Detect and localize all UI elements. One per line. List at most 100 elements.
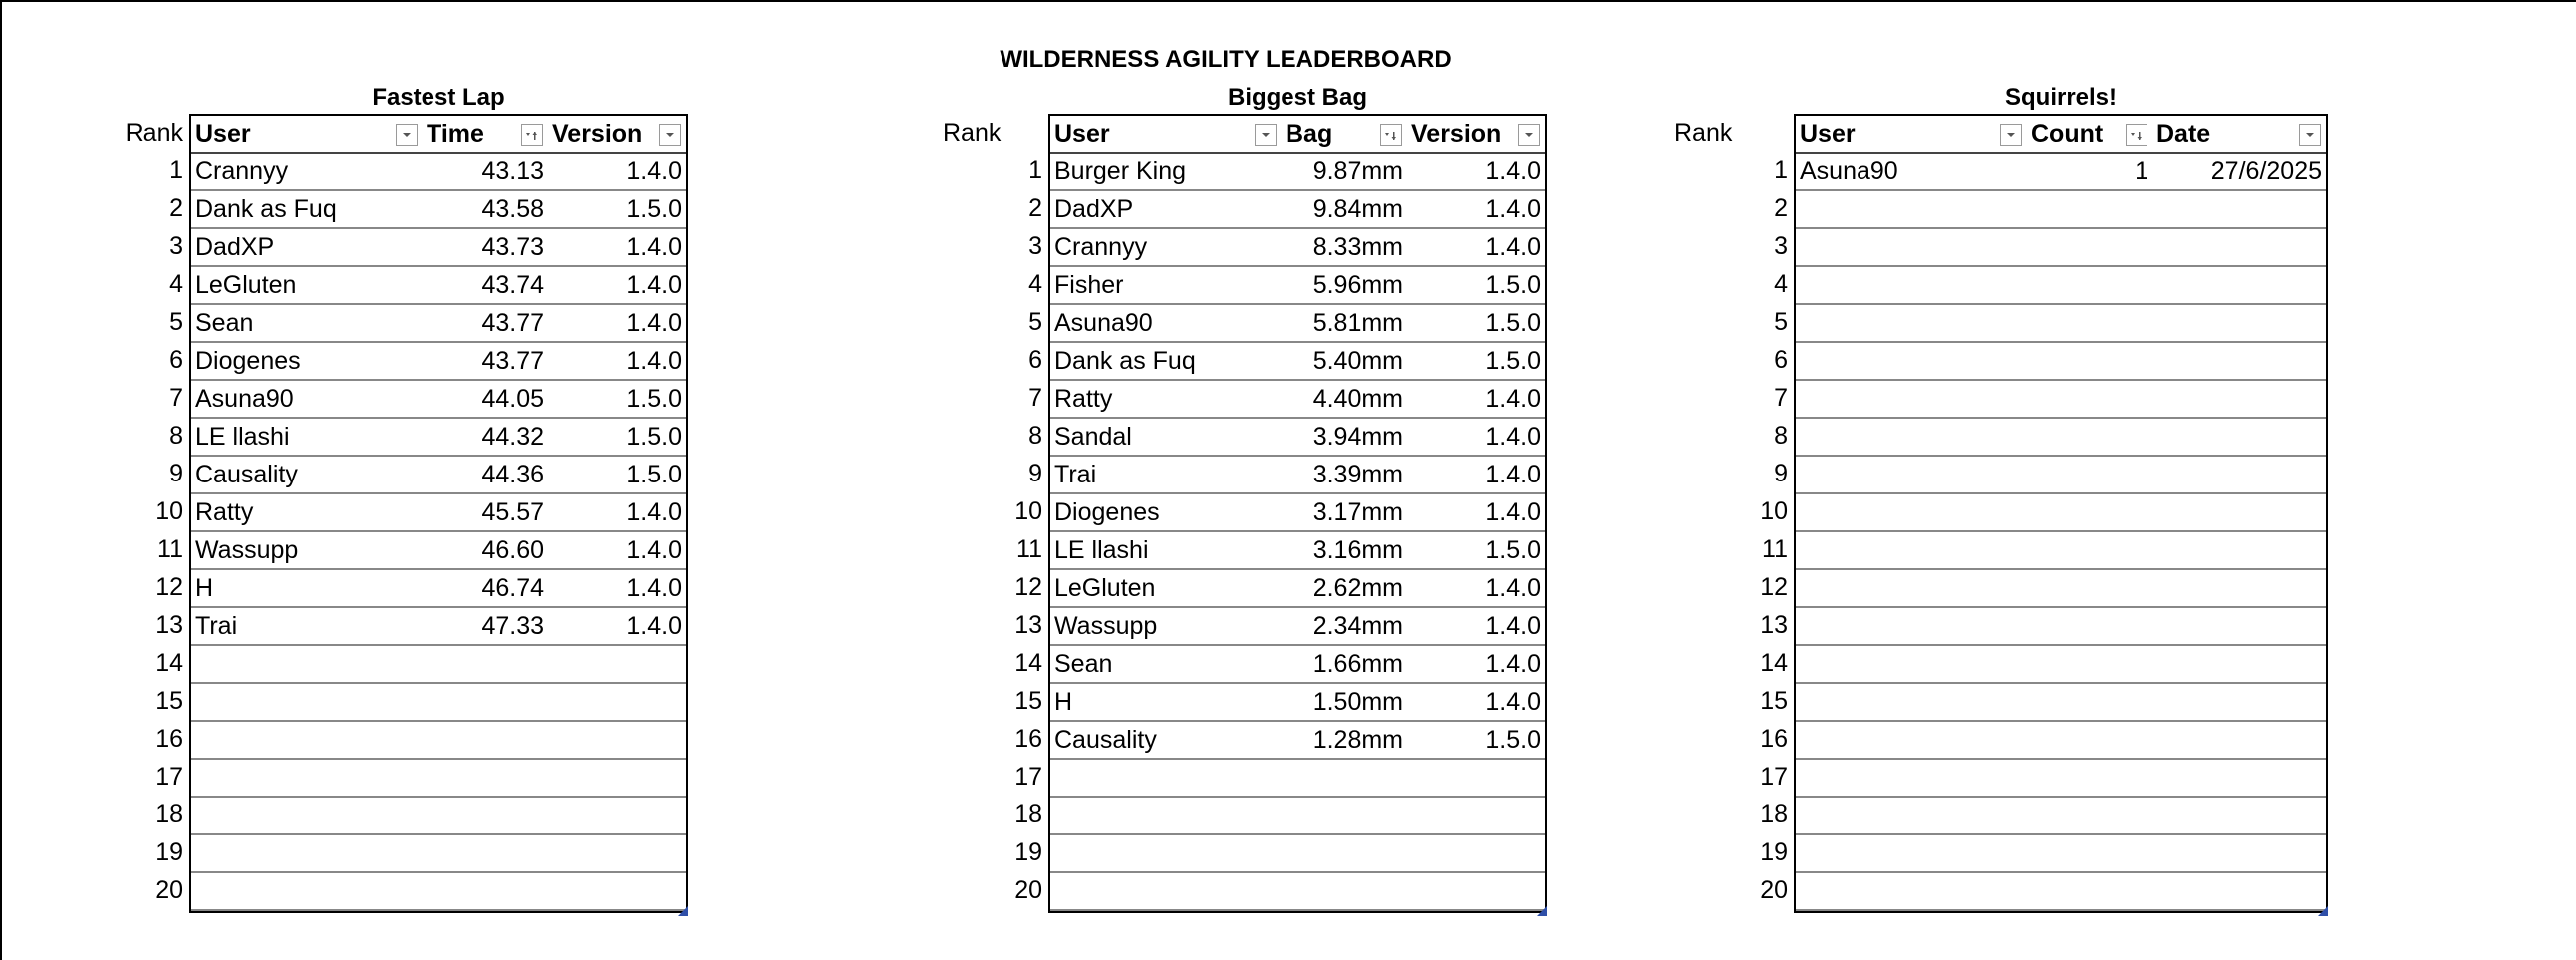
cell-count[interactable] — [2027, 457, 2152, 492]
cell-bag[interactable]: 2.34mm — [1312, 612, 1403, 640]
biggest-bag-table[interactable]: User Bag Version Burger King 9.87mm 1.4.0 DadX… — [1048, 114, 1547, 916]
cell-bag[interactable]: 3.16mm — [1312, 536, 1403, 564]
filter-dropdown-icon[interactable] — [396, 124, 418, 146]
table-row[interactable]: H 46.74 1.4.0 — [191, 570, 686, 608]
table-row[interactable] — [1050, 760, 1545, 798]
cell-version[interactable]: 1.4.0 — [1485, 650, 1541, 678]
table-row[interactable]: LeGluten 2.62mm 1.4.0 — [1050, 570, 1545, 608]
cell-user[interactable]: Sandal — [1054, 423, 1132, 451]
cell-bag[interactable]: 3.17mm — [1312, 498, 1403, 526]
cell-user[interactable]: Sean — [1054, 650, 1113, 678]
table-row[interactable] — [191, 835, 686, 873]
filter-dropdown-icon[interactable] — [1518, 124, 1540, 146]
cell-user[interactable] — [1796, 646, 2027, 682]
column-header-bag[interactable]: Bag — [1282, 116, 1407, 152]
cell-user[interactable]: Diogenes — [195, 347, 301, 375]
cell-count[interactable] — [2027, 760, 2152, 796]
cell-user[interactable] — [1796, 684, 2027, 720]
fastest-lap-table[interactable]: User Time Version Crannyy 43.13 1.4.0 Dank as … — [189, 114, 688, 916]
cell-user[interactable] — [1796, 494, 2027, 530]
cell-date[interactable] — [2152, 532, 2326, 568]
cell-user[interactable]: Crannyy — [195, 158, 289, 185]
cell-user[interactable]: LeGluten — [1054, 574, 1156, 602]
cell-bag[interactable]: 5.96mm — [1312, 271, 1403, 299]
cell-version[interactable]: 1.5.0 — [626, 195, 682, 223]
cell-user[interactable] — [1796, 798, 2027, 833]
cell-bag[interactable]: 5.40mm — [1312, 347, 1403, 375]
filter-dropdown-icon[interactable] — [1255, 124, 1277, 146]
table-row[interactable]: Wassupp 46.60 1.4.0 — [191, 532, 686, 570]
cell-user[interactable]: Ratty — [1054, 385, 1113, 413]
table-row[interactable] — [191, 722, 686, 760]
cell-date[interactable] — [2152, 570, 2326, 606]
table-row[interactable] — [191, 760, 686, 798]
cell-date[interactable] — [2152, 646, 2326, 682]
cell-version[interactable] — [548, 873, 686, 909]
table-row[interactable]: DadXP 43.73 1.4.0 — [191, 229, 686, 267]
cell-user[interactable]: DadXP — [1054, 195, 1134, 223]
cell-version[interactable] — [548, 722, 686, 758]
table-row[interactable]: Sandal 3.94mm 1.4.0 — [1050, 419, 1545, 457]
cell-version[interactable]: 1.4.0 — [1485, 461, 1541, 488]
cell-count[interactable] — [2027, 722, 2152, 758]
cell-time[interactable]: 43.58 — [481, 195, 544, 223]
table-row[interactable] — [1796, 532, 2326, 570]
cell-count[interactable] — [2027, 494, 2152, 530]
table-row[interactable] — [1050, 873, 1545, 911]
cell-user[interactable] — [1796, 381, 2027, 417]
table-row[interactable] — [1796, 646, 2326, 684]
cell-user[interactable] — [1796, 419, 2027, 455]
cell-count[interactable] — [2027, 229, 2152, 265]
cell-time[interactable]: 47.33 — [481, 612, 544, 640]
cell-version[interactable]: 1.4.0 — [626, 158, 682, 185]
cell-count[interactable] — [2027, 267, 2152, 303]
cell-version[interactable]: 1.4.0 — [626, 612, 682, 640]
table-row[interactable] — [1050, 835, 1545, 873]
cell-date[interactable] — [2152, 608, 2326, 644]
cell-count[interactable] — [2027, 419, 2152, 455]
cell-count[interactable] — [2027, 608, 2152, 644]
cell-bag[interactable] — [1282, 835, 1407, 871]
table-row[interactable]: Trai 3.39mm 1.4.0 — [1050, 457, 1545, 494]
cell-time[interactable] — [423, 835, 548, 871]
cell-date[interactable] — [2152, 494, 2326, 530]
cell-user[interactable] — [1796, 570, 2027, 606]
cell-version[interactable] — [548, 760, 686, 796]
table-row[interactable] — [1796, 305, 2326, 343]
table-row[interactable] — [1796, 608, 2326, 646]
cell-user[interactable]: LeGluten — [195, 271, 297, 299]
cell-count[interactable] — [2027, 798, 2152, 833]
cell-date[interactable] — [2152, 722, 2326, 758]
cell-count[interactable] — [2027, 532, 2152, 568]
table-row[interactable] — [1796, 760, 2326, 798]
cell-user[interactable] — [1796, 267, 2027, 303]
cell-user[interactable] — [191, 798, 423, 833]
cell-user[interactable] — [191, 722, 423, 758]
table-row[interactable]: H 1.50mm 1.4.0 — [1050, 684, 1545, 722]
table-row[interactable]: DadXP 9.84mm 1.4.0 — [1050, 191, 1545, 229]
table-row[interactable]: Ratty 45.57 1.4.0 — [191, 494, 686, 532]
cell-version[interactable]: 1.4.0 — [626, 498, 682, 526]
cell-version[interactable]: 1.4.0 — [626, 309, 682, 337]
table-row[interactable]: Sean 43.77 1.4.0 — [191, 305, 686, 343]
table-row[interactable]: Asuna90 5.81mm 1.5.0 — [1050, 305, 1545, 343]
cell-user[interactable]: Asuna90 — [195, 385, 294, 413]
cell-time[interactable]: 43.73 — [481, 233, 544, 261]
cell-user[interactable] — [1796, 191, 2027, 227]
table-row[interactable] — [1796, 229, 2326, 267]
cell-user[interactable]: Burger King — [1054, 158, 1187, 185]
table-resize-handle-icon[interactable] — [2318, 903, 2328, 916]
table-row[interactable] — [1796, 267, 2326, 305]
sort-descending-icon[interactable] — [2126, 124, 2147, 146]
table-row[interactable]: LeGluten 43.74 1.4.0 — [191, 267, 686, 305]
cell-date[interactable] — [2152, 873, 2326, 909]
cell-user[interactable]: DadXP — [195, 233, 275, 261]
cell-date[interactable] — [2152, 419, 2326, 455]
cell-user[interactable] — [191, 835, 423, 871]
cell-time[interactable]: 43.74 — [481, 271, 544, 299]
cell-user[interactable] — [191, 760, 423, 796]
cell-bag[interactable]: 9.84mm — [1312, 195, 1403, 223]
cell-user[interactable]: H — [1054, 688, 1073, 716]
sort-descending-icon[interactable] — [1380, 124, 1402, 146]
cell-bag[interactable]: 2.62mm — [1312, 574, 1403, 602]
